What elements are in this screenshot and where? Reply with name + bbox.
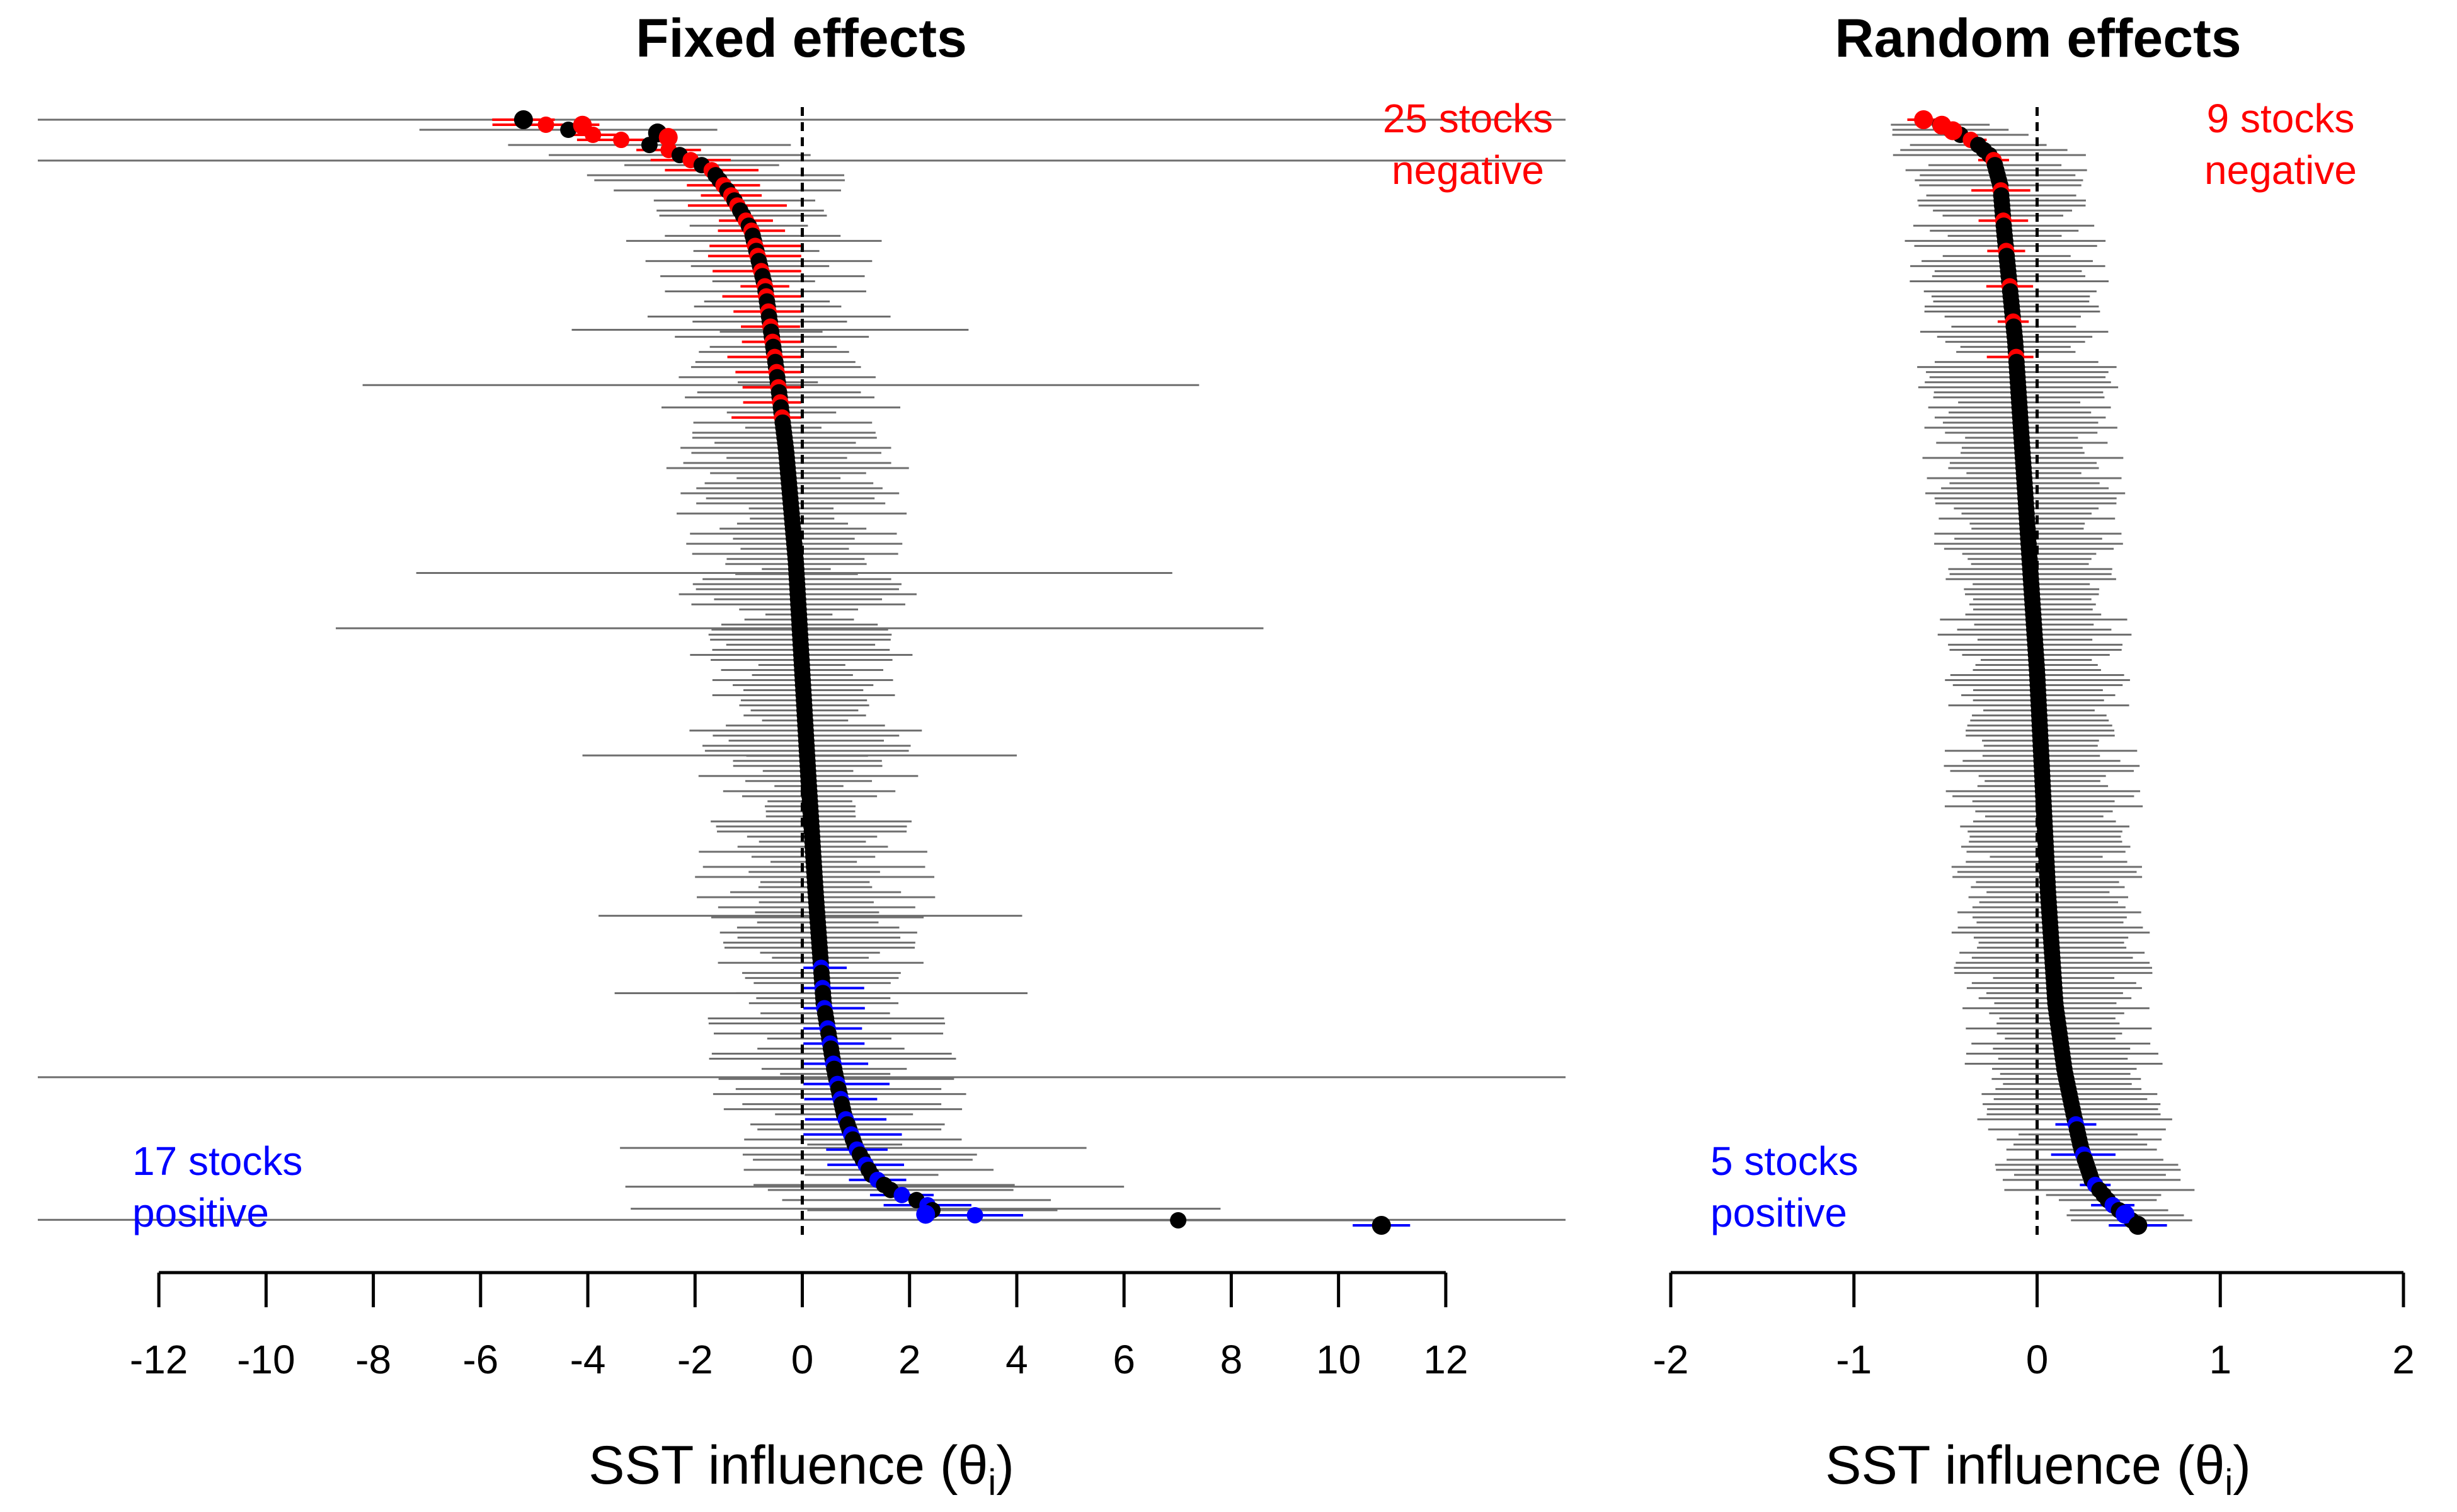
x-tick-label: 4 [1005, 1337, 1028, 1382]
x-tick-label: 2 [898, 1337, 921, 1382]
x-tick-label: 2 [2392, 1337, 2415, 1382]
estimate-point [1914, 110, 1933, 129]
estimate-point [916, 1205, 936, 1224]
random-effects-points [1914, 110, 2148, 1235]
estimate-point [966, 1206, 983, 1223]
estimate-point [1943, 121, 1962, 140]
positive-text-label: positive [132, 1190, 269, 1235]
estimate-point [537, 117, 554, 134]
positive-text-label: positive [1710, 1190, 1847, 1235]
random-effects-title: Random effects [1835, 8, 2241, 69]
random-effects-panel: Random effects 9 stocks negative 5 stock… [1653, 8, 2415, 1503]
fixed-effects-points [513, 110, 1391, 1235]
fixed-effects-x-axis-title: SST influence (θi) [588, 1435, 1014, 1503]
x-tick-label: -10 [237, 1337, 295, 1382]
estimate-point [2128, 1216, 2148, 1235]
x-tick-label: 0 [2026, 1337, 2049, 1382]
x-tick-label: -6 [462, 1337, 498, 1382]
x-tick-label: -1 [1836, 1337, 1872, 1382]
x-tick-label: 6 [1113, 1337, 1135, 1382]
fixed-effects-panel: Fixed effects 25 stocks negative 17 stoc… [38, 8, 1566, 1503]
x-tick-label: -2 [677, 1337, 713, 1382]
x-tick-label: 12 [1423, 1337, 1468, 1382]
random-effects-x-axis-title: SST influence (θi) [1825, 1435, 2251, 1503]
random-effects-x-axis: -2 -1 0 1 2 [1653, 1271, 2415, 1382]
negative-text-label: negative [2204, 147, 2357, 193]
positive-count-label: 17 stocks [132, 1138, 302, 1184]
x-tick-label: -12 [130, 1337, 188, 1382]
x-tick-label: -4 [570, 1337, 606, 1382]
estimate-point [573, 115, 592, 135]
negative-count-label: 25 stocks [1383, 96, 1553, 141]
estimate-point [613, 132, 630, 149]
estimate-point [1170, 1211, 1187, 1228]
x-tick-label: -8 [355, 1337, 391, 1382]
positive-count-label: 5 stocks [1710, 1138, 1858, 1184]
x-tick-label: 10 [1316, 1337, 1361, 1382]
x-tick-label: 8 [1220, 1337, 1243, 1382]
estimate-point [513, 110, 533, 129]
negative-count-label: 9 stocks [2207, 96, 2355, 141]
estimate-point [560, 122, 577, 139]
estimate-point [893, 1186, 910, 1203]
x-tick-label: 0 [791, 1337, 814, 1382]
estimate-point [2116, 1205, 2135, 1224]
estimate-point [1372, 1216, 1391, 1235]
fixed-effects-x-axis: -12 -10 -8 -6 -4 -2 0 2 4 6 8 10 12 [130, 1271, 1468, 1382]
negative-text-label: negative [1392, 147, 1544, 193]
x-tick-label: 1 [2209, 1337, 2231, 1382]
x-tick-label: -2 [1653, 1337, 1689, 1382]
estimate-point [658, 128, 678, 147]
fixed-effects-title: Fixed effects [636, 8, 967, 69]
